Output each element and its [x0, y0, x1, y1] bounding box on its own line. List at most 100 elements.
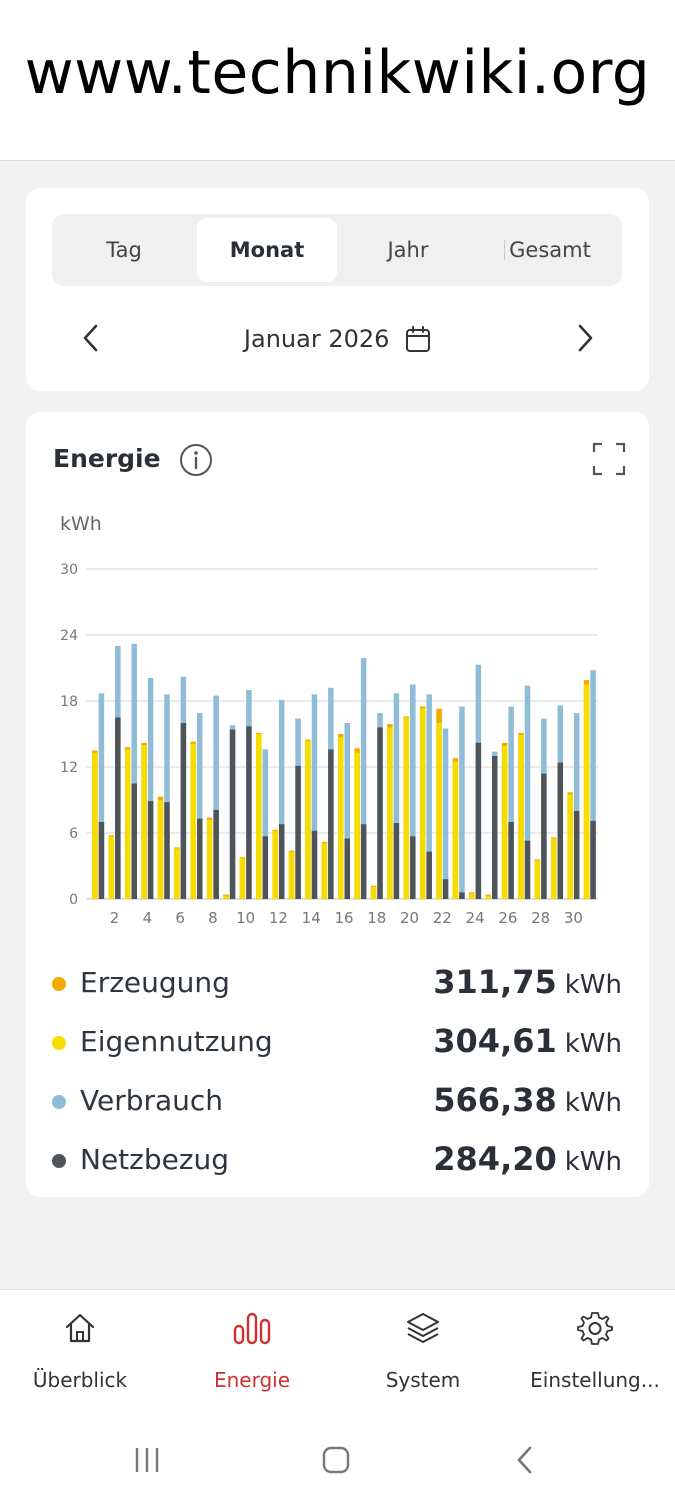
bar-netzbezug [377, 727, 383, 899]
nav-ueberblick[interactable]: Überblick [0, 1310, 164, 1420]
system-navigation [0, 1440, 675, 1480]
bar-eigennutzung [501, 746, 508, 899]
bar-verbrauch [442, 728, 449, 899]
bar-verbrauch [590, 670, 596, 899]
bar-netzbezug [524, 840, 531, 899]
bar-verbrauch [508, 706, 514, 899]
gear-icon [577, 1312, 613, 1345]
y-axis-label: kWh [60, 513, 102, 535]
bar-verbrauch [98, 693, 105, 899]
bar-netzbezug [328, 749, 334, 899]
legend-label: Erzeugung [80, 966, 230, 999]
bar-netzbezug [246, 726, 252, 899]
recents-icon[interactable] [127, 1440, 167, 1480]
x-tick-label: 26 [498, 909, 517, 927]
bar-eigennutzung [174, 848, 180, 899]
bar-netzbezug [475, 742, 482, 899]
period-tabs: Tag Monat Jahr Gesamt [52, 214, 622, 286]
bar-eigennutzung [551, 838, 557, 899]
bar-netzbezug [410, 836, 416, 899]
legend-dot [52, 1036, 66, 1050]
bar-netzbezug [508, 822, 514, 899]
bar-eigennutzung [92, 752, 98, 899]
bar-netzbezug [98, 822, 105, 899]
bar-eigennutzung [288, 851, 295, 899]
nav-system[interactable]: System [339, 1310, 507, 1420]
bar-eigennutzung [206, 819, 213, 899]
nav-einstellungen[interactable]: Einstellung... [511, 1310, 675, 1420]
legend-label: Verbrauch [80, 1084, 224, 1117]
bar-verbrauch [213, 695, 219, 899]
bar-eigennutzung [190, 743, 197, 899]
nav-energie[interactable]: Energie [168, 1310, 336, 1420]
info-icon[interactable] [178, 442, 214, 478]
tab-jahr[interactable]: Jahr [387, 238, 429, 262]
period-label: Januar 2026 [243, 325, 390, 353]
tab-divider [504, 240, 505, 260]
y-tick-label: 30 [60, 562, 78, 578]
x-tick-label: 20 [400, 909, 419, 927]
expand-icon[interactable] [592, 442, 626, 476]
bar-netzbezug [442, 879, 449, 899]
legend-dot [52, 1154, 66, 1168]
bar-eigennutzung [354, 752, 360, 899]
bar-verbrauch [393, 693, 400, 899]
x-tick-label: 18 [367, 909, 386, 927]
bar-netzbezug [393, 823, 400, 899]
nav-label: Energie [213, 1368, 291, 1392]
legend-row-eigennutzung: Eigennutzung 304,61 kWh [52, 1019, 622, 1069]
x-tick-label: 28 [531, 909, 550, 927]
bar-eigennutzung [469, 893, 475, 899]
legend-label: Netzbezug [80, 1143, 230, 1176]
bar-eigennutzung [157, 800, 164, 899]
bar-netzbezug [573, 811, 580, 899]
bar-verbrauch [459, 706, 465, 899]
bar-netzbezug [262, 836, 269, 899]
nav-label: Überblick [32, 1368, 128, 1392]
bar-eigennutzung [583, 684, 590, 899]
bar-verbrauch [278, 699, 285, 899]
x-tick-label: 10 [236, 909, 255, 927]
chevron-right-icon[interactable] [566, 320, 602, 356]
bar-netzbezug [311, 830, 318, 899]
x-tick-label: 6 [175, 909, 185, 927]
x-tick-label: 30 [564, 909, 583, 927]
y-tick-label: 12 [60, 760, 78, 776]
chevron-left-icon[interactable] [74, 320, 110, 356]
bar-eigennutzung [534, 860, 541, 899]
tab-monat[interactable]: Monat [197, 218, 337, 282]
bar-verbrauch [573, 713, 580, 899]
legend-value: 311,75 kWh [433, 963, 622, 1001]
energy-card: Energie kWh 0 6 12 18 24 30 2 4 6 8 10 12 14 16 18 20 2… [26, 412, 649, 1197]
bar-eigennutzung [239, 858, 246, 899]
home-button-icon[interactable] [316, 1440, 356, 1480]
bar-eigennutzung [452, 761, 459, 899]
bar-verbrauch [164, 694, 170, 899]
bar-netzbezug [147, 801, 154, 899]
bar-eigennutzung [370, 886, 377, 899]
x-tick-label: 8 [208, 909, 218, 927]
bar-eigennutzung [272, 830, 278, 899]
bar-eigennutzung [256, 734, 262, 899]
bar-netzbezug [197, 818, 203, 899]
tab-tag[interactable]: Tag [106, 238, 142, 262]
bar-chart-icon [233, 1312, 271, 1345]
bar-eigennutzung [124, 749, 131, 899]
bar-verbrauch [131, 643, 137, 899]
header: www.technikwiki.org [0, 0, 675, 161]
bar-netzbezug [229, 729, 236, 899]
watermark: www.technikwiki.org [24, 38, 651, 108]
period-display[interactable]: Januar 2026 [26, 324, 649, 353]
nav-label: System [385, 1368, 461, 1392]
bar-verbrauch [147, 677, 154, 899]
x-tick-label: 24 [466, 909, 485, 927]
x-tick-label: 2 [110, 909, 120, 927]
legend-row-erzeugung: Erzeugung 311,75 kWh [52, 960, 622, 1010]
bar-eigennutzung [436, 723, 442, 899]
bar-verbrauch [344, 723, 350, 899]
tab-gesamt[interactable]: Gesamt [509, 238, 591, 262]
y-tick-label: 6 [69, 826, 78, 842]
bar-netzbezug [557, 762, 564, 899]
back-icon[interactable] [505, 1440, 545, 1480]
legend-value: 566,38 kWh [433, 1081, 622, 1119]
